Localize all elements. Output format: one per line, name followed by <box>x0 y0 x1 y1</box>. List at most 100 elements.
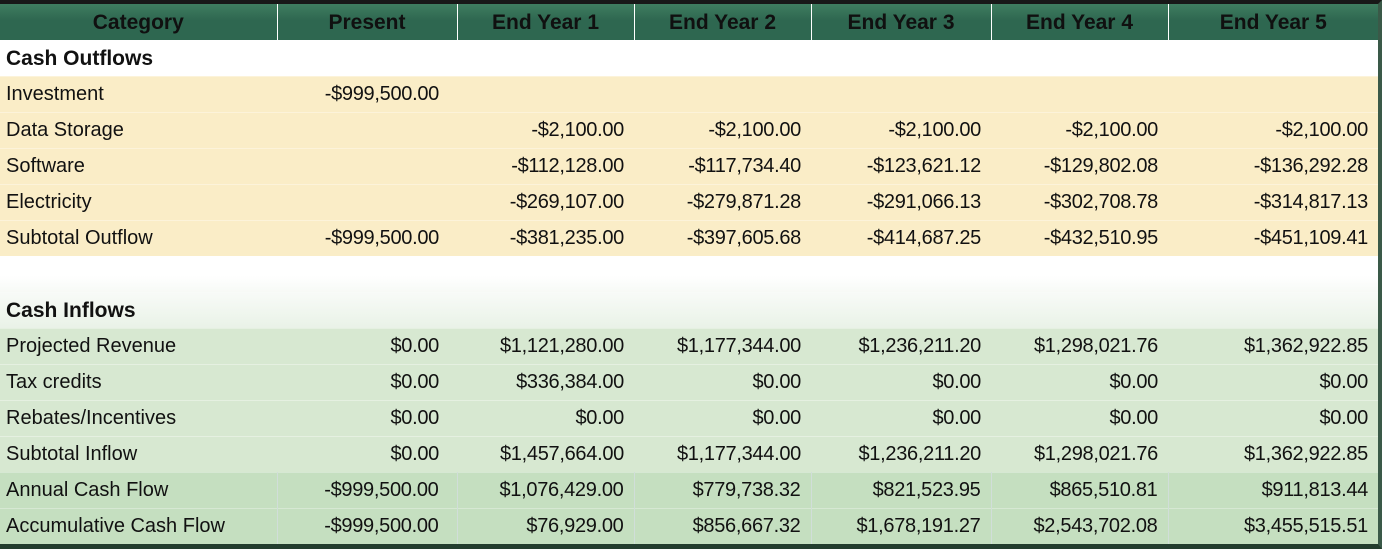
cell-electricity-col1[interactable] <box>277 184 457 220</box>
cell-investment-col6[interactable] <box>1168 76 1378 112</box>
cell-projected-revenue-col2[interactable]: $1,121,280.00 <box>457 328 634 364</box>
cell-software-col5[interactable]: -$129,802.08 <box>991 148 1168 184</box>
cell-subtotal-outflow-col3[interactable]: -$397,605.68 <box>634 220 811 256</box>
cell-cash-outflows-col3[interactable] <box>634 40 811 76</box>
header-end-year-4[interactable]: End Year 4 <box>991 4 1169 40</box>
row-label-data-storage[interactable]: Data Storage <box>0 112 277 148</box>
cell-cash-inflows-col5[interactable] <box>991 292 1168 328</box>
cell-cash-outflows-col1[interactable] <box>277 40 457 76</box>
cell-electricity-col3[interactable]: -$279,871.28 <box>634 184 811 220</box>
cell-annual-cash-flow-col5[interactable]: $865,510.81 <box>991 472 1169 508</box>
header-present[interactable]: Present <box>277 4 458 40</box>
cell-data-storage-col6[interactable]: -$2,100.00 <box>1168 112 1378 148</box>
cell-accumulative-cash-flow-col6[interactable]: $3,455,515.51 <box>1168 508 1378 544</box>
cell-subtotal-outflow-col1[interactable]: -$999,500.00 <box>277 220 457 256</box>
cell-investment-col2[interactable] <box>457 76 634 112</box>
cell-subtotal-outflow-col2[interactable]: -$381,235.00 <box>457 220 634 256</box>
cell-data-storage-col3[interactable]: -$2,100.00 <box>634 112 811 148</box>
cell-cash-inflows-col2[interactable] <box>457 292 634 328</box>
header-end-year-3[interactable]: End Year 3 <box>811 4 992 40</box>
cell-projected-revenue-col4[interactable]: $1,236,211.20 <box>811 328 991 364</box>
cell-subtotal-outflow-col6[interactable]: -$451,109.41 <box>1168 220 1378 256</box>
header-category[interactable]: Category <box>0 4 278 40</box>
row-label-software[interactable]: Software <box>0 148 277 184</box>
cell-electricity-col5[interactable]: -$302,708.78 <box>991 184 1168 220</box>
cell-tax-credits-col2[interactable]: $336,384.00 <box>457 364 634 400</box>
cell-software-col1[interactable] <box>277 148 457 184</box>
cell-cash-outflows-col4[interactable] <box>811 40 991 76</box>
cell-subtotal-outflow-col4[interactable]: -$414,687.25 <box>811 220 991 256</box>
header-end-year-1[interactable]: End Year 1 <box>457 4 635 40</box>
cell-rebates-incentives-col6[interactable]: $0.00 <box>1168 400 1378 436</box>
cell-annual-cash-flow-col2[interactable]: $1,076,429.00 <box>457 472 635 508</box>
header-end-year-5[interactable]: End Year 5 <box>1168 4 1378 40</box>
cell-cash-inflows-col3[interactable] <box>634 292 811 328</box>
cell-software-col3[interactable]: -$117,734.40 <box>634 148 811 184</box>
row-label-spacer[interactable] <box>0 256 277 292</box>
cell-accumulative-cash-flow-col5[interactable]: $2,543,702.08 <box>991 508 1169 544</box>
cell-cash-outflows-col6[interactable] <box>1168 40 1378 76</box>
cell-tax-credits-col5[interactable]: $0.00 <box>991 364 1168 400</box>
cell-data-storage-col2[interactable]: -$2,100.00 <box>457 112 634 148</box>
cell-software-col2[interactable]: -$112,128.00 <box>457 148 634 184</box>
cell-rebates-incentives-col1[interactable]: $0.00 <box>277 400 457 436</box>
header-end-year-2[interactable]: End Year 2 <box>634 4 812 40</box>
cell-investment-col3[interactable] <box>634 76 811 112</box>
cell-cash-inflows-col1[interactable] <box>277 292 457 328</box>
cell-spacer-col5[interactable] <box>991 256 1168 292</box>
cell-electricity-col2[interactable]: -$269,107.00 <box>457 184 634 220</box>
row-label-tax-credits[interactable]: Tax credits <box>0 364 277 400</box>
cell-tax-credits-col4[interactable]: $0.00 <box>811 364 991 400</box>
cell-subtotal-inflow-col6[interactable]: $1,362,922.85 <box>1168 436 1378 472</box>
row-label-projected-revenue[interactable]: Projected Revenue <box>0 328 277 364</box>
row-label-rebates-incentives[interactable]: Rebates/Incentives <box>0 400 277 436</box>
cell-spacer-col4[interactable] <box>811 256 991 292</box>
cell-tax-credits-col3[interactable]: $0.00 <box>634 364 811 400</box>
cell-spacer-col1[interactable] <box>277 256 457 292</box>
cell-investment-col1[interactable]: -$999,500.00 <box>277 76 457 112</box>
cell-projected-revenue-col5[interactable]: $1,298,021.76 <box>991 328 1168 364</box>
row-label-cash-inflows[interactable]: Cash Inflows <box>0 292 277 328</box>
cell-subtotal-inflow-col5[interactable]: $1,298,021.76 <box>991 436 1168 472</box>
cell-annual-cash-flow-col4[interactable]: $821,523.95 <box>811 472 992 508</box>
cell-cash-outflows-col5[interactable] <box>991 40 1168 76</box>
cell-subtotal-inflow-col3[interactable]: $1,177,344.00 <box>634 436 811 472</box>
row-label-investment[interactable]: Investment <box>0 76 277 112</box>
cell-rebates-incentives-col2[interactable]: $0.00 <box>457 400 634 436</box>
cell-accumulative-cash-flow-col2[interactable]: $76,929.00 <box>457 508 635 544</box>
row-label-subtotal-outflow[interactable]: Subtotal Outflow <box>0 220 277 256</box>
cell-annual-cash-flow-col1[interactable]: -$999,500.00 <box>277 472 458 508</box>
cell-accumulative-cash-flow-col1[interactable]: -$999,500.00 <box>277 508 458 544</box>
row-label-electricity[interactable]: Electricity <box>0 184 277 220</box>
cell-investment-col5[interactable] <box>991 76 1168 112</box>
cell-electricity-col6[interactable]: -$314,817.13 <box>1168 184 1378 220</box>
cell-rebates-incentives-col5[interactable]: $0.00 <box>991 400 1168 436</box>
cell-software-col6[interactable]: -$136,292.28 <box>1168 148 1378 184</box>
cell-cash-inflows-col6[interactable] <box>1168 292 1378 328</box>
cell-cash-outflows-col2[interactable] <box>457 40 634 76</box>
cell-accumulative-cash-flow-col4[interactable]: $1,678,191.27 <box>811 508 992 544</box>
cell-rebates-incentives-col4[interactable]: $0.00 <box>811 400 991 436</box>
cell-spacer-col2[interactable] <box>457 256 634 292</box>
cell-projected-revenue-col3[interactable]: $1,177,344.00 <box>634 328 811 364</box>
cell-subtotal-inflow-col4[interactable]: $1,236,211.20 <box>811 436 991 472</box>
row-label-accumulative-cash-flow[interactable]: Accumulative Cash Flow <box>0 508 278 544</box>
cell-software-col4[interactable]: -$123,621.12 <box>811 148 991 184</box>
cell-annual-cash-flow-col3[interactable]: $779,738.32 <box>634 472 812 508</box>
cell-investment-col4[interactable] <box>811 76 991 112</box>
cell-data-storage-col4[interactable]: -$2,100.00 <box>811 112 991 148</box>
cell-data-storage-col5[interactable]: -$2,100.00 <box>991 112 1168 148</box>
cell-annual-cash-flow-col6[interactable]: $911,813.44 <box>1168 472 1378 508</box>
row-label-cash-outflows[interactable]: Cash Outflows <box>0 40 277 76</box>
cell-projected-revenue-col1[interactable]: $0.00 <box>277 328 457 364</box>
cell-spacer-col3[interactable] <box>634 256 811 292</box>
cell-rebates-incentives-col3[interactable]: $0.00 <box>634 400 811 436</box>
cell-data-storage-col1[interactable] <box>277 112 457 148</box>
cell-tax-credits-col6[interactable]: $0.00 <box>1168 364 1378 400</box>
row-label-annual-cash-flow[interactable]: Annual Cash Flow <box>0 472 278 508</box>
row-label-subtotal-inflow[interactable]: Subtotal Inflow <box>0 436 277 472</box>
cell-spacer-col6[interactable] <box>1168 256 1378 292</box>
cell-projected-revenue-col6[interactable]: $1,362,922.85 <box>1168 328 1378 364</box>
cell-subtotal-inflow-col1[interactable]: $0.00 <box>277 436 457 472</box>
cell-accumulative-cash-flow-col3[interactable]: $856,667.32 <box>634 508 812 544</box>
